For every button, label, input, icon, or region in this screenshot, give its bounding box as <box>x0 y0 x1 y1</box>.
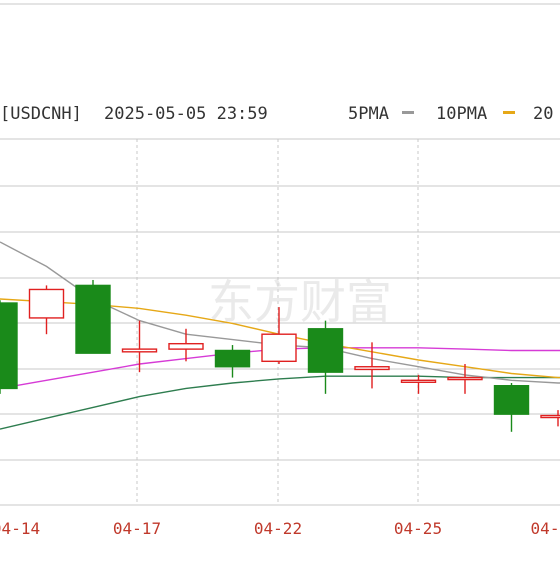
legend-swatch-ma5 <box>402 111 414 114</box>
legend-label-ma5: 5PMA <box>348 104 389 124</box>
ma20-line <box>0 347 560 390</box>
candles <box>0 279 560 432</box>
candle-body-down <box>214 349 251 368</box>
candle-body-down <box>75 284 111 354</box>
candle-body-up <box>354 366 390 371</box>
candle-body-down <box>307 328 344 373</box>
candle-body-up <box>261 333 297 363</box>
candle-body-down <box>493 385 530 415</box>
legend-label-ma10: 10PMA <box>436 104 487 124</box>
ma-legend: 5PMA 10PMA 20 <box>348 104 553 124</box>
moving-average-lines <box>0 241 560 430</box>
candle-body-up <box>540 414 560 419</box>
header-symbol: [USDCNH] <box>0 104 82 124</box>
x-tick-label: 04-14 <box>0 519 40 538</box>
legend-label-ma20: 20 <box>533 104 553 124</box>
x-tick-label: 04-22 <box>254 519 302 538</box>
candle-body-up <box>447 376 483 381</box>
candle-body-up <box>28 288 65 319</box>
watermark: 东方财富 <box>208 275 392 329</box>
x-tick-label: 04-25 <box>394 519 442 538</box>
legend-swatch-ma10 <box>503 111 515 114</box>
x-tick-label: 04-17 <box>113 519 161 538</box>
candle-body-up <box>400 379 437 383</box>
candle-body-down <box>0 302 18 390</box>
x-axis-labels: 04-14 04-17 04-22 04-25 04- <box>0 519 559 538</box>
x-tick-label: 04- <box>531 519 560 538</box>
candle-body-up <box>168 342 204 350</box>
candle-body-up <box>121 348 158 353</box>
header-datetime: 2025-05-05 23:59 <box>104 104 268 124</box>
ma-long-line <box>0 375 560 430</box>
